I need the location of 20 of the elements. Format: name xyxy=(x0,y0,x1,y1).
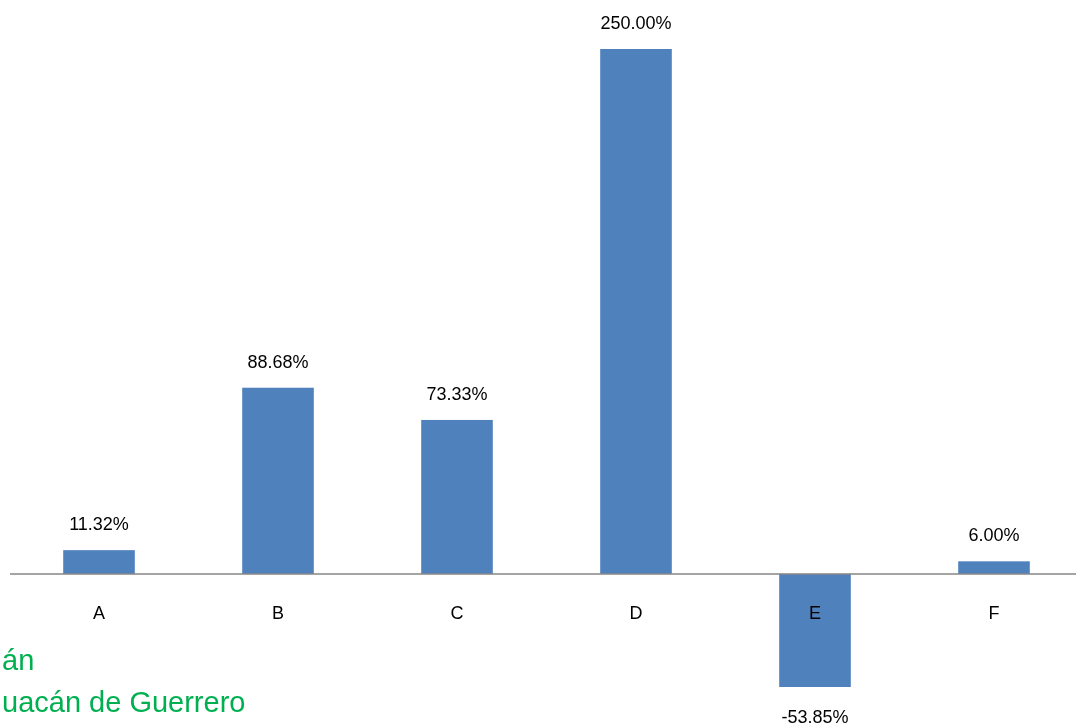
data-label: 73.33% xyxy=(426,383,488,404)
x-tick-label: D xyxy=(629,602,643,623)
bar xyxy=(600,49,672,574)
data-label: 11.32% xyxy=(69,514,129,535)
x-tick-label: C xyxy=(450,602,464,623)
data-label: 88.68% xyxy=(247,351,309,372)
data-label: -53.85% xyxy=(781,707,849,727)
bar xyxy=(779,573,851,687)
x-tick-label: A xyxy=(92,602,106,623)
x-tick-label: B xyxy=(271,602,285,623)
x-tick-label: F xyxy=(988,602,1000,623)
bar xyxy=(421,419,493,574)
data-label: 250.00% xyxy=(600,13,672,33)
annotation: án xyxy=(2,644,35,676)
data-label: 6.00% xyxy=(968,525,1020,546)
bar xyxy=(242,387,314,574)
bar xyxy=(958,561,1030,574)
annotation: uacán de Guerrero xyxy=(2,686,246,718)
bar xyxy=(63,550,135,574)
x-tick-label: E xyxy=(808,602,822,623)
